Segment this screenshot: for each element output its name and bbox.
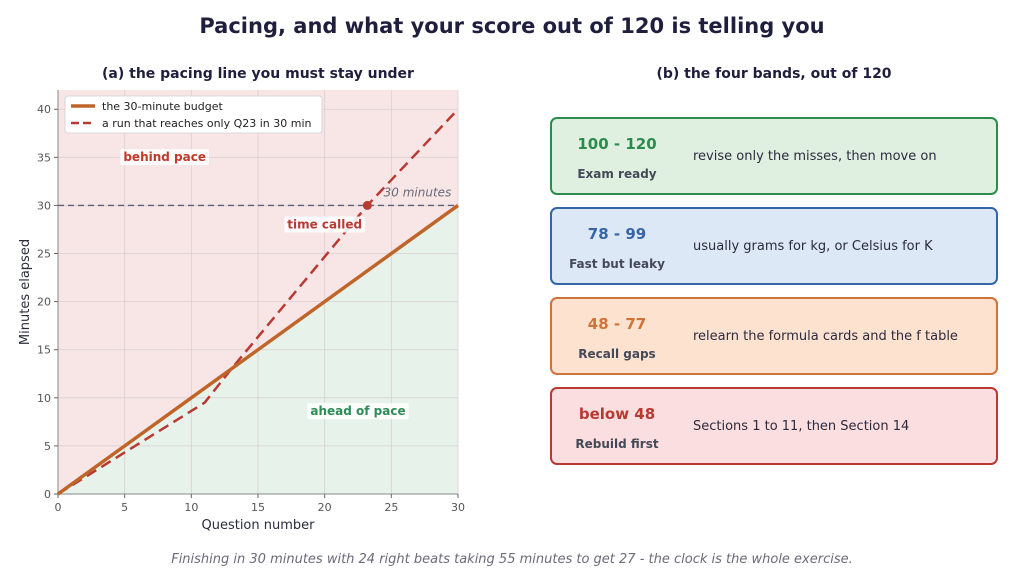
- y-tick-label: 20: [37, 296, 51, 309]
- bands-title: (b) the four bands, out of 120: [656, 66, 892, 82]
- band-card: below 48 Rebuild first Sections 1 to 11,…: [550, 387, 998, 465]
- band-label: Recall gaps: [578, 347, 656, 361]
- band-range: 78 - 99: [587, 225, 647, 243]
- x-tick-label: 0: [55, 501, 62, 514]
- x-tick-label: 15: [251, 501, 265, 514]
- band-card: 78 - 99 Fast but leaky usually grams for…: [550, 207, 998, 285]
- y-tick-label: 15: [37, 344, 51, 357]
- band-card: 100 - 120 Exam ready revise only the mis…: [550, 117, 998, 195]
- footer-caption: Finishing in 30 minutes with 24 right be…: [171, 552, 853, 567]
- reference-line-label: 30 minutes: [384, 185, 452, 199]
- band-card: 48 - 77 Recall gaps relearn the formula …: [550, 297, 998, 375]
- band-description: relearn the formula cards and the f tabl…: [693, 329, 958, 344]
- x-tick-label: 10: [184, 501, 198, 514]
- time-called-point: [362, 200, 372, 210]
- y-tick-label: 10: [37, 392, 51, 405]
- x-tick-label: 5: [121, 501, 128, 514]
- band-label: Exam ready: [577, 167, 657, 181]
- series-line-budget: [56, 204, 460, 496]
- y-tick-label: 35: [37, 151, 51, 164]
- legend-label-run: a run that reaches only Q23 in 30 min: [102, 117, 312, 130]
- band-label: Rebuild first: [575, 437, 659, 451]
- band-range: 48 - 77: [587, 315, 647, 333]
- band-label: Fast but leaky: [569, 257, 665, 271]
- time-called-label-bg: [284, 216, 366, 233]
- band-description: Sections 1 to 11, then Section 14: [693, 419, 910, 434]
- y-tick-label: 40: [37, 103, 51, 116]
- band-description: revise only the misses, then move on: [693, 149, 937, 164]
- ahead-pace-label: ahead of pace: [310, 404, 405, 418]
- legend-box: [64, 95, 323, 134]
- time-called-label: time called: [287, 218, 362, 232]
- x-tick-label: 30: [451, 501, 465, 514]
- x-tick-label: 25: [384, 501, 398, 514]
- y-tick-label: 0: [44, 488, 51, 501]
- band-description: usually grams for kg, or Celsius for K: [693, 239, 933, 254]
- legend-label-budget: the 30-minute budget: [102, 100, 223, 113]
- band-range: below 48: [578, 405, 656, 423]
- page-title: Pacing, and what your score out of 120 i…: [199, 14, 825, 38]
- band-range: 100 - 120: [577, 135, 657, 153]
- y-tick-label: 30: [37, 199, 51, 212]
- behind-pace-label-bg: [120, 149, 209, 166]
- y-tick-label: 5: [44, 440, 51, 453]
- chart-title: (a) the pacing line you must stay under: [102, 66, 414, 82]
- x-axis-label: Question number: [201, 518, 315, 533]
- behind-pace-label: behind pace: [123, 150, 206, 164]
- ahead-pace-label-bg: [307, 403, 409, 420]
- x-tick-label: 20: [318, 501, 332, 514]
- y-tick-label: 25: [37, 248, 51, 261]
- y-axis-label: Minutes elapsed: [18, 239, 33, 345]
